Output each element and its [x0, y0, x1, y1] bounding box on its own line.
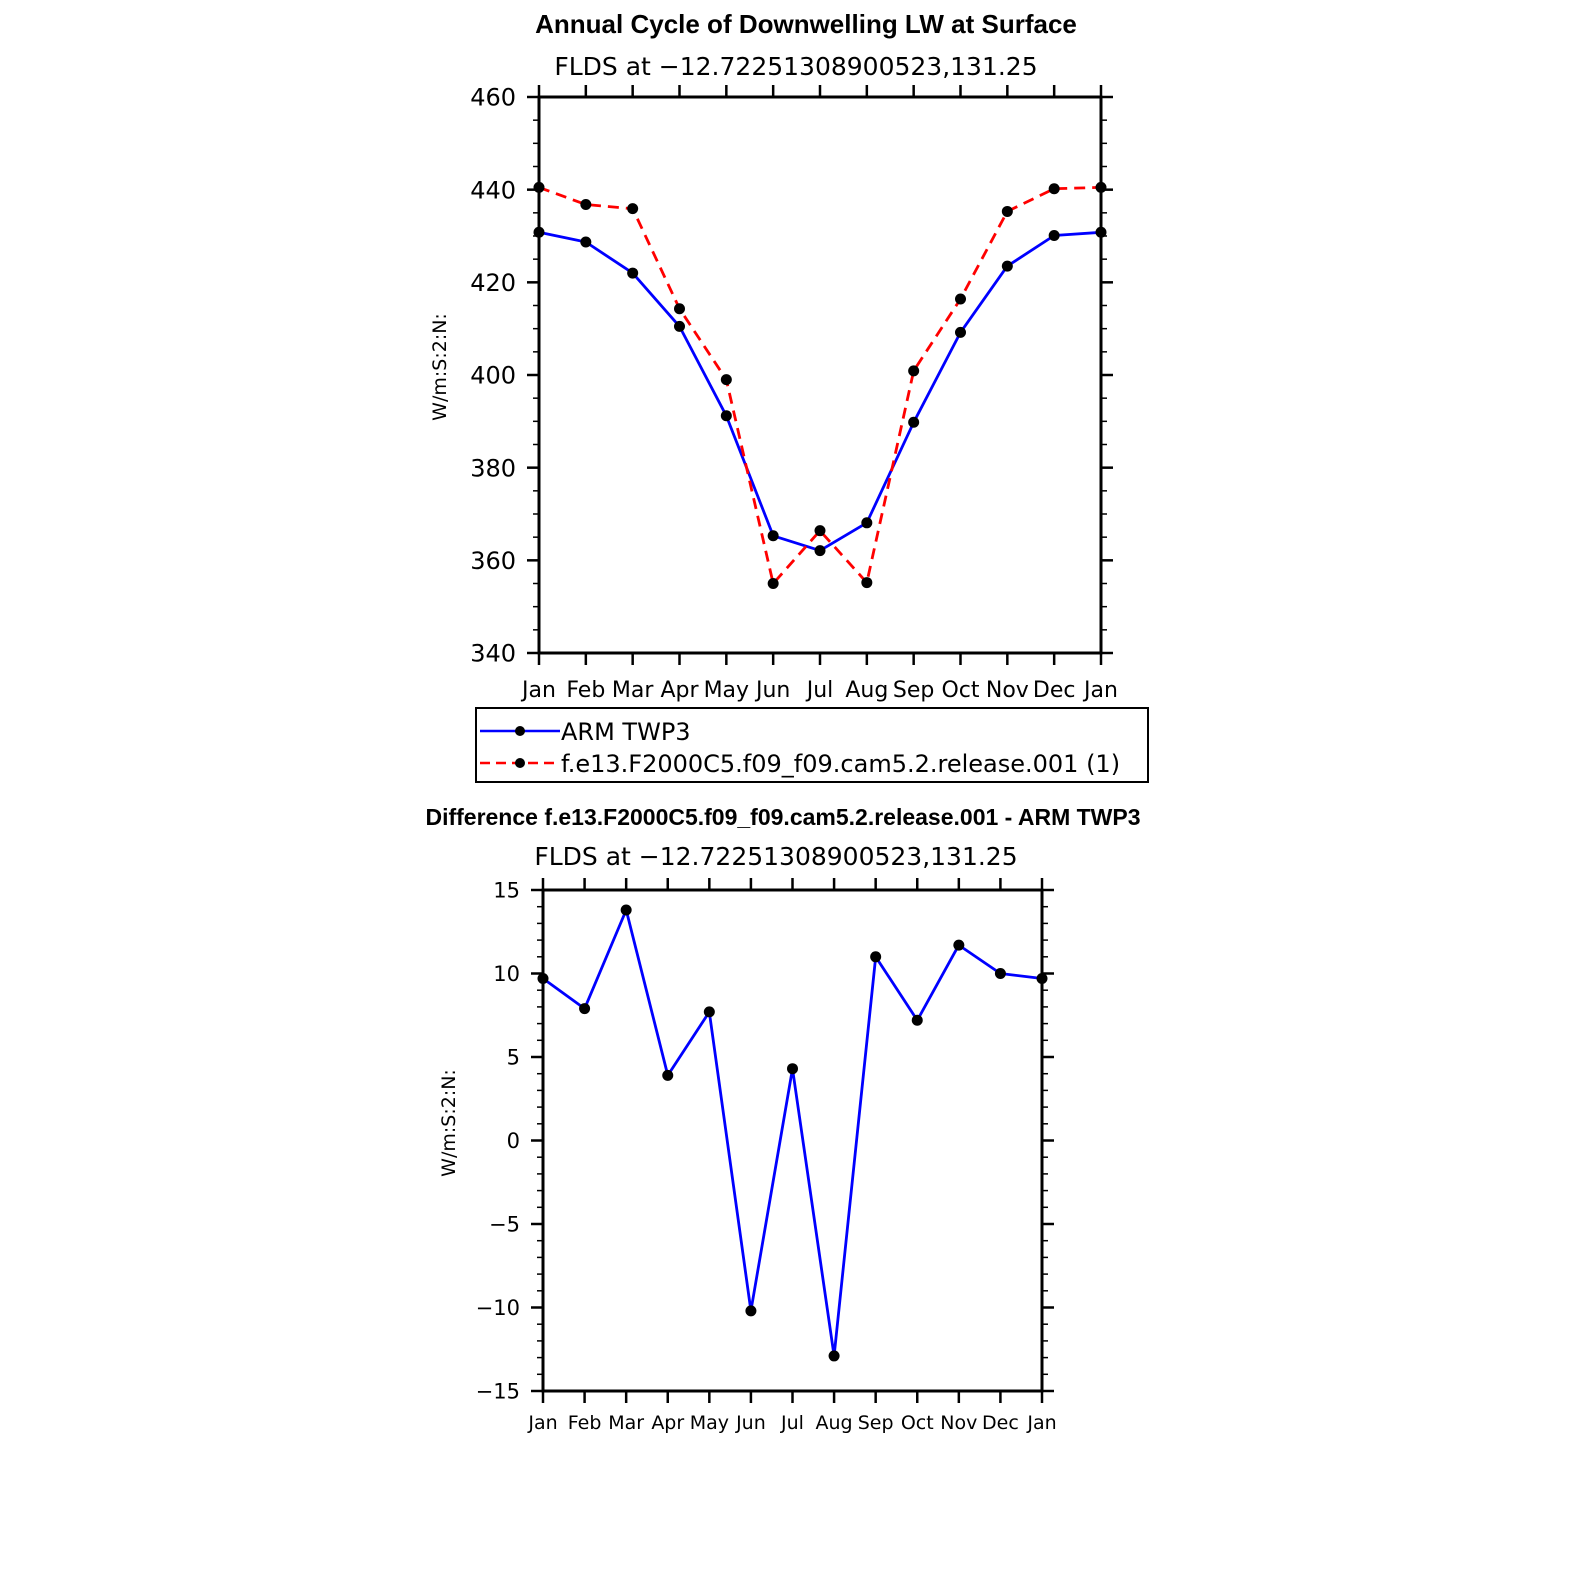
- bottom-xtick-label: Jun: [735, 1412, 766, 1434]
- top-xtick-label: Jun: [754, 678, 790, 703]
- top-xtick-label: Dec: [1033, 678, 1076, 703]
- top-xtick-label: May: [704, 678, 749, 703]
- bottom-xtick-label: Feb: [568, 1412, 602, 1434]
- bottom-ytick-label: −5: [489, 1213, 520, 1237]
- bottom-series-0-point: [911, 1014, 923, 1026]
- top-series-0-point: [720, 410, 732, 422]
- bottom-chart-title: Difference f.e13.F2000C5.f09_f09.cam5.2.…: [425, 804, 1140, 830]
- top-series-0-point: [1095, 226, 1107, 238]
- top-series-1-point: [674, 303, 685, 315]
- bottom-series-0-point: [537, 973, 549, 985]
- top-ytick-label: 440: [470, 176, 516, 204]
- top-xtick-label: Jan: [1082, 678, 1118, 703]
- bottom-xtick-label: Aug: [816, 1412, 853, 1434]
- top-series-0-point: [861, 517, 873, 529]
- bottom-ytick-label: 10: [493, 962, 520, 986]
- bottom-series-0-point: [579, 1003, 591, 1015]
- bottom-ytick-label: −15: [476, 1380, 520, 1404]
- top-xtick-label: Sep: [893, 678, 934, 703]
- bottom-chart-subtitle: FLDS at −12.72251308900523,131.25: [534, 842, 1017, 871]
- legend-label-arm: ARM TWP3: [561, 718, 691, 746]
- top-series-0-point: [627, 267, 639, 279]
- top-xtick-label: Jan: [520, 678, 556, 703]
- top-ytick-label: 400: [470, 362, 516, 390]
- bottom-series-0-point: [662, 1069, 674, 1081]
- bottom-series-0-point: [620, 904, 632, 916]
- bottom-xtick-label: Dec: [982, 1412, 1019, 1434]
- top-series-0-point: [674, 320, 685, 332]
- bottom-chart-plot: Jan Feb Mar Apr May Jun Jul Aug Sep Oct Nov Dec Jan−…: [476, 878, 1057, 1434]
- bottom-series-0-point: [994, 968, 1006, 979]
- top-series-1-point: [861, 577, 873, 589]
- legend: ARM TWP3 f.e13.F2000C5.f09_f09.cam5.2.re…: [475, 707, 1149, 783]
- bottom-series-0-point: [787, 1063, 798, 1075]
- top-series-1-point: [908, 365, 920, 377]
- legend-box: [475, 707, 1149, 783]
- top-series-line-1: [538, 186, 1102, 585]
- top-xtick-label: Jul: [805, 678, 834, 703]
- bottom-series-0-point: [703, 1006, 715, 1018]
- top-series-1-point: [580, 198, 592, 210]
- top-series-line-0: [538, 230, 1102, 552]
- bottom-xtick-label: Mar: [608, 1412, 644, 1434]
- top-xtick-label: Feb: [566, 678, 605, 703]
- bottom-series-0-point: [953, 939, 965, 951]
- top-series-0-point: [580, 236, 592, 248]
- top-ytick-label: 340: [470, 640, 516, 668]
- top-series-1-point: [627, 203, 639, 215]
- top-series-0-point: [767, 530, 779, 542]
- top-xtick-label: Apr: [660, 678, 699, 703]
- bottom-xtick-label: May: [690, 1412, 729, 1434]
- bottom-series-0-point: [1036, 973, 1048, 985]
- top-series-1-point: [1001, 205, 1013, 217]
- bottom-series-0-point: [828, 1350, 840, 1362]
- top-xtick-label: Aug: [845, 678, 888, 703]
- legend-marker-arm: [515, 726, 525, 736]
- legend-marker-model: [515, 758, 525, 768]
- top-series-1-point: [720, 374, 732, 386]
- top-chart-ylabel: W/m:S:2:N:: [429, 313, 451, 421]
- bottom-chart-ylabel: W/m:S:2:N:: [438, 1069, 460, 1177]
- top-series-0-point: [955, 326, 966, 338]
- bottom-xtick-label: Oct: [901, 1412, 934, 1434]
- bottom-ytick-label: −10: [476, 1296, 520, 1320]
- bottom-series-0-point: [745, 1305, 757, 1317]
- top-series-0-point: [1001, 260, 1013, 272]
- bottom-xtick-label: Sep: [858, 1412, 894, 1434]
- top-ytick-label: 380: [470, 454, 516, 482]
- bottom-xtick-label: Apr: [651, 1412, 684, 1434]
- top-series-0-point: [908, 416, 920, 428]
- top-series-1-point: [1095, 181, 1107, 193]
- top-series-1-point: [814, 525, 826, 537]
- top-chart-plot: Jan Feb Mar Apr May Jun Jul Aug Sep Oct Nov Dec Jan3…: [470, 84, 1118, 703]
- bottom-xtick-label: Nov: [940, 1412, 977, 1434]
- bottom-ytick-label: 15: [493, 879, 520, 903]
- top-series-1-point: [1048, 183, 1060, 195]
- top-series-1-point: [767, 578, 779, 589]
- bottom-xtick-label: Jan: [527, 1412, 557, 1434]
- bottom-xtick-label: Jan: [1026, 1412, 1056, 1434]
- top-chart-title: Annual Cycle of Downwelling LW at Surfac…: [535, 9, 1077, 39]
- top-xtick-label: Oct: [941, 678, 979, 703]
- top-ytick-label: 460: [470, 84, 516, 112]
- bottom-plot-frame: [541, 888, 1044, 1393]
- bottom-series-0-point: [870, 951, 882, 963]
- bottom-ytick-label: 0: [507, 1129, 520, 1153]
- bottom-series-line-0: [542, 908, 1043, 1358]
- top-series-0-point: [1048, 230, 1060, 242]
- bottom-ytick-label: 5: [507, 1046, 520, 1070]
- top-plot-frame: [537, 95, 1103, 655]
- top-chart-subtitle: FLDS at −12.72251308900523,131.25: [554, 52, 1037, 81]
- legend-label-model: f.e13.F2000C5.f09_f09.cam5.2.release.001…: [561, 750, 1120, 778]
- top-series-0-point: [814, 545, 826, 557]
- top-series-1-point: [955, 293, 966, 305]
- top-series-1-point: [533, 181, 545, 193]
- bottom-xtick-label: Jul: [780, 1412, 804, 1434]
- top-xtick-label: Nov: [986, 678, 1029, 703]
- top-series-0-point: [533, 226, 545, 238]
- top-ytick-label: 420: [470, 269, 516, 297]
- top-xtick-label: Mar: [612, 678, 654, 703]
- top-ytick-label: 360: [470, 547, 516, 575]
